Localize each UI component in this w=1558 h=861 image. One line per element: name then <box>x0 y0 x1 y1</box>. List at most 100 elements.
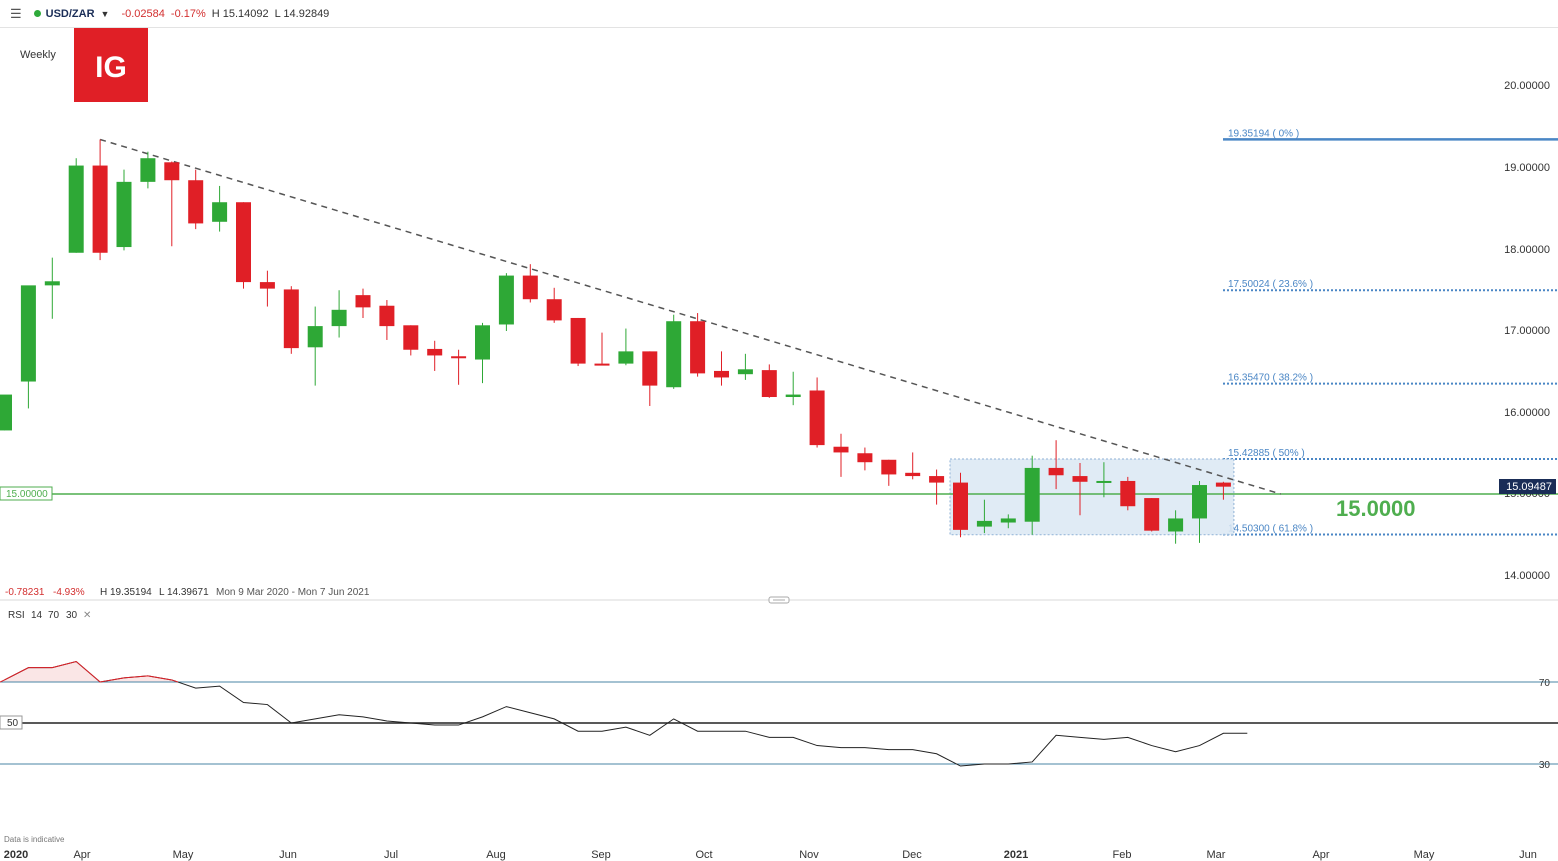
candle <box>761 364 777 398</box>
rsi-overbought-line <box>0 660 178 683</box>
candle-body <box>1192 485 1207 519</box>
candle <box>737 353 753 380</box>
candle-body <box>761 370 777 398</box>
current-price-label: 15.09487 <box>1506 481 1552 493</box>
candle <box>44 257 60 319</box>
price-change-percent: -0.17% <box>170 7 206 20</box>
fib-label: 16.35470 ( 38.2% ) <box>1228 373 1313 384</box>
fib-label: 14.50300 ( 61.8% ) <box>1228 524 1313 535</box>
candle <box>976 499 992 534</box>
ig-logo <box>74 28 148 102</box>
candle <box>1215 481 1231 500</box>
hamburger-menu-icon[interactable]: ☰ <box>10 5 22 21</box>
candle <box>403 325 419 356</box>
rsi-50-tag <box>0 715 23 730</box>
candle <box>666 314 682 389</box>
candle <box>116 169 132 251</box>
candle <box>570 317 586 367</box>
candle-body <box>905 472 921 477</box>
rsi-oversold-fill <box>956 764 1009 767</box>
candle <box>881 459 897 486</box>
candle <box>1192 480 1207 543</box>
time-tick: Dec <box>902 849 922 861</box>
candle <box>20 285 36 409</box>
candle-body <box>833 446 849 453</box>
candle-body <box>1024 467 1040 522</box>
time-tick: Jul <box>384 849 398 861</box>
candle <box>1144 498 1160 532</box>
time-tick: Jun <box>279 849 297 861</box>
time-tick: Apr <box>73 849 90 861</box>
candle-body <box>953 482 968 530</box>
candle <box>331 290 347 338</box>
candle <box>379 300 395 340</box>
candle-body <box>140 158 156 182</box>
candle-body <box>212 202 228 222</box>
rsi-param: 30 <box>66 610 78 621</box>
time-tick: Oct <box>695 849 712 861</box>
range-change-percent: -4.93% <box>53 587 85 598</box>
time-tick: Apr <box>1312 849 1329 861</box>
candle-body <box>546 299 562 321</box>
symbol-selector[interactable]: USD/ZAR <box>45 7 95 20</box>
candle-body <box>1000 518 1016 523</box>
range-change: -0.78231 <box>5 587 45 598</box>
candle-body <box>92 165 108 253</box>
candle-body <box>307 326 323 348</box>
candle-body <box>116 181 132 248</box>
candle <box>140 151 156 189</box>
session-high: H 15.14092 <box>211 7 269 20</box>
candle-body <box>451 356 467 359</box>
trendline[interactable] <box>99 138 1281 495</box>
consolidation-box <box>949 458 1235 536</box>
candle-body <box>1072 476 1088 482</box>
time-tick: 2020 <box>4 849 28 861</box>
time-tick: May <box>173 849 194 861</box>
fib-label: 19.35194 ( 0% ) <box>1228 128 1299 139</box>
candle-body <box>737 369 753 375</box>
candle-body <box>427 348 443 356</box>
candle-body <box>188 180 204 224</box>
candle-body <box>403 325 419 350</box>
candle <box>546 287 562 323</box>
candle <box>427 340 443 371</box>
candle <box>92 139 108 261</box>
time-tick: Nov <box>799 849 819 861</box>
candle <box>1000 514 1016 529</box>
candle-body <box>714 370 729 378</box>
candle-body <box>283 289 299 349</box>
candle <box>1168 510 1184 544</box>
candle-body <box>570 317 586 364</box>
candle <box>1072 463 1088 516</box>
support-big-label: 15.0000 <box>1336 496 1416 521</box>
time-tick: 2021 <box>1004 849 1028 861</box>
candle <box>642 351 658 406</box>
candle-body <box>20 285 36 382</box>
price-tick: 14.00000 <box>1504 570 1550 582</box>
candle <box>475 322 490 384</box>
candle-body <box>236 202 251 283</box>
candle <box>785 371 801 406</box>
close-icon[interactable]: ✕ <box>83 610 91 621</box>
candle-body <box>1144 498 1160 531</box>
candle <box>164 161 180 247</box>
chevron-down-icon[interactable]: ▼ <box>100 8 110 19</box>
candle <box>498 273 514 331</box>
time-tick: Sep <box>591 849 611 861</box>
price-tick: 17.00000 <box>1504 325 1550 337</box>
candle-body <box>259 282 275 289</box>
candle-body <box>594 363 610 366</box>
candle <box>857 447 873 471</box>
rsi-param: 14 <box>31 610 43 621</box>
candle <box>690 313 706 377</box>
candle-body <box>1120 480 1136 507</box>
candle <box>0 394 12 431</box>
time-tick: Mar <box>1207 849 1226 861</box>
candle-body <box>498 275 514 325</box>
candle <box>236 202 251 289</box>
candle-body <box>475 325 490 360</box>
candle-body <box>68 165 84 253</box>
candle <box>212 185 228 232</box>
candle <box>953 472 968 538</box>
